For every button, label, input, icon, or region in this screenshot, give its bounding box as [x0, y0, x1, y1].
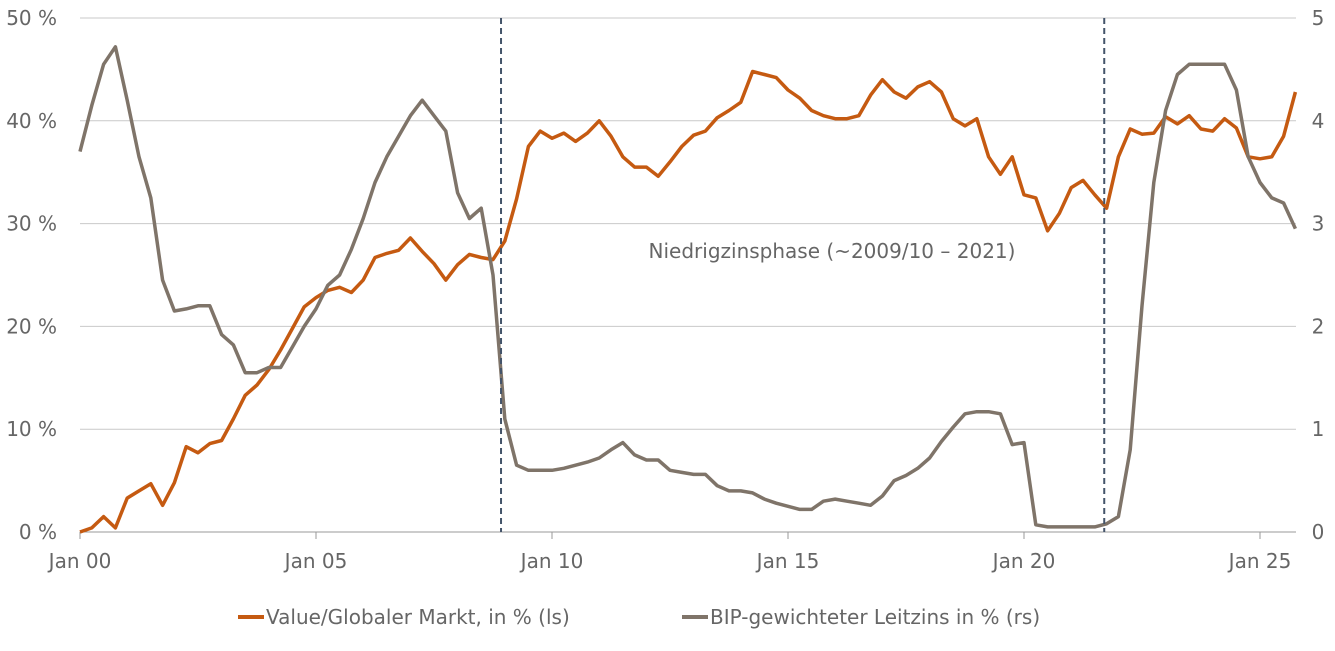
right-tick-label: 4: [1312, 109, 1325, 133]
x-tick-label: Jan 00: [47, 549, 112, 573]
left-tick-label: 50 %: [6, 6, 57, 30]
gridlines: [79, 17, 1296, 539]
left-tick-label: 20 %: [6, 314, 57, 338]
series-lines: [78, 45, 1298, 534]
right-tick-label: 0: [1312, 520, 1325, 544]
legend-label-1: BIP-gewichteter Leitzins in % (rs): [710, 605, 1040, 629]
left-tick-label: 10 %: [6, 417, 57, 441]
right-tick-label: 5: [1312, 6, 1325, 30]
right-tick-label: 2: [1312, 314, 1325, 338]
right-tick-label: 3: [1312, 212, 1325, 236]
right-tick-label: 1: [1312, 417, 1325, 441]
x-tick-label: Jan 15: [755, 549, 820, 573]
series-line-1: [78, 45, 1297, 529]
x-tick-label: Jan 10: [519, 549, 584, 573]
annotation-low-rate-phase: Niedrigzinsphase (~2009/10 – 2021): [649, 239, 1016, 263]
left-tick-label: 30 %: [6, 212, 57, 236]
left-tick-label: 0 %: [19, 520, 57, 544]
right-axis-ticks: 0 1 2 3 4 5: [1312, 6, 1325, 544]
legend-label-0: Value/Globaler Markt, in % (ls): [266, 605, 570, 629]
left-tick-label: 40 %: [6, 109, 57, 133]
x-axis-ticks: Jan 00 Jan 05 Jan 10 Jan 15 Jan 20 Jan 25: [47, 549, 1292, 573]
x-tick-label: Jan 20: [991, 549, 1056, 573]
phase-markers: [500, 18, 1106, 532]
left-axis-ticks: 0 % 10 % 20 % 30 % 40 % 50 %: [6, 6, 57, 544]
x-tick-label: Jan 25: [1227, 549, 1292, 573]
x-tick-label: Jan 05: [283, 549, 348, 573]
series-line-0: [79, 69, 1298, 534]
legend: Value/Globaler Markt, in % (ls) BIP-gewic…: [238, 605, 1040, 629]
